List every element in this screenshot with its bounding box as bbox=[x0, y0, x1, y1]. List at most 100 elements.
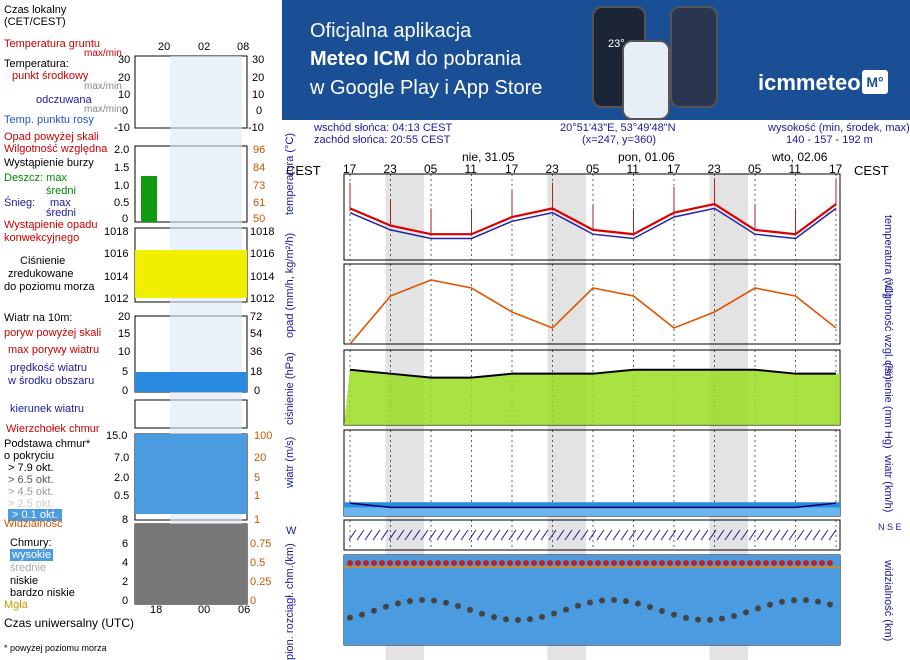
logo-text: icmmeteo bbox=[758, 70, 861, 95]
winddir-left: W bbox=[286, 525, 297, 537]
wind-arrow bbox=[772, 529, 781, 541]
legend-temp-rtick-3: 10 bbox=[252, 89, 265, 101]
cloud-base-dot bbox=[371, 607, 377, 614]
cloud-top-dot bbox=[707, 560, 713, 566]
feels-like-line bbox=[349, 207, 837, 240]
wind-arrow bbox=[692, 529, 701, 541]
legend-cloud-tick-1: 15.0 bbox=[106, 430, 128, 442]
cloud-base-dot bbox=[743, 609, 749, 616]
cloud-base-dot bbox=[455, 602, 461, 609]
legend-wind-rtick-4: 18 bbox=[250, 366, 263, 378]
legend-clouds: Chmury: bbox=[10, 537, 52, 549]
wind-arrow bbox=[676, 529, 685, 541]
cloud-top-dot bbox=[387, 560, 393, 566]
legend-cov-tick-4: 0 bbox=[122, 595, 129, 607]
cloud-base-dot bbox=[683, 614, 689, 621]
wind-arrow bbox=[420, 529, 429, 541]
day-label-2: pon, 01.06 bbox=[618, 150, 675, 164]
legend-cover: o pokryciu bbox=[4, 450, 55, 462]
wind-arrow bbox=[540, 529, 549, 541]
legend-precip-tick-5: 0 bbox=[122, 213, 129, 225]
phone-image-3 bbox=[670, 6, 718, 108]
hour-label: 11 bbox=[788, 162, 801, 176]
legend-fog: Mgła bbox=[4, 599, 28, 611]
legend-dew: Temp. punktu rosy bbox=[4, 114, 94, 126]
legend-pres-tick-4: 1012 bbox=[104, 293, 129, 305]
cloud-top-dot bbox=[499, 560, 505, 566]
cloud-top-dot bbox=[811, 560, 817, 566]
wind-arrow bbox=[644, 529, 653, 541]
legend-ground-temp: Temperatura gruntu bbox=[4, 38, 100, 50]
legend-low: niskie bbox=[10, 575, 39, 587]
cloud-top-dot bbox=[395, 560, 401, 566]
legend-frame-6 bbox=[134, 523, 248, 605]
legend-time-tick-1: 20 bbox=[158, 41, 171, 53]
legend-utc: Czas uniwersalny (UTC) bbox=[4, 616, 135, 630]
humidity-line bbox=[349, 279, 837, 345]
legend-cloud-top: Wierzchołek chmur bbox=[6, 423, 100, 435]
wind-arrow bbox=[436, 529, 445, 541]
cloud-base-dot bbox=[671, 611, 677, 618]
logo-badge: M° bbox=[862, 70, 888, 94]
legend-frame-4 bbox=[134, 399, 248, 429]
legend-temp-tick-4: 0 bbox=[122, 105, 129, 117]
cloud-base-dot bbox=[359, 611, 365, 618]
wind-arrow bbox=[732, 529, 741, 541]
sunrise: wschód słońca: 04:13 CEST bbox=[314, 122, 453, 134]
cloud-top-dot bbox=[723, 560, 729, 566]
cloud-base-dot bbox=[443, 599, 449, 606]
wind-line bbox=[349, 502, 837, 509]
cloud-base-dot bbox=[479, 610, 485, 617]
cloud-top-dot bbox=[355, 560, 361, 566]
wind-arrow bbox=[460, 529, 469, 541]
app-banner[interactable]: Oficjalna aplikacja Meteo ICM do pobrani… bbox=[282, 0, 910, 120]
cloud-top-dot bbox=[715, 560, 721, 566]
day-label-1: nie, 31.05 bbox=[462, 150, 515, 164]
legend-time-tick-2: 02 bbox=[198, 41, 211, 53]
legend-cloud-rtick-3: 5 bbox=[254, 472, 261, 484]
cloud-base-dot bbox=[611, 597, 617, 604]
legend-wind-tick-2: 15 bbox=[118, 328, 131, 340]
phone-image-2 bbox=[622, 40, 670, 120]
cloud-top-dot bbox=[475, 560, 481, 566]
legend-visibility: Widzialność bbox=[4, 518, 63, 530]
cloud-base-dot bbox=[827, 601, 833, 608]
cloud-base-dot bbox=[467, 606, 473, 613]
legend-wind-rtick-1: 72 bbox=[250, 311, 263, 323]
legend-pres-tick-2: 1016 bbox=[104, 248, 129, 260]
legend-pres-rtick-3: 1014 bbox=[250, 271, 275, 283]
legend-gust-above: poryw powyżej skali bbox=[4, 327, 102, 339]
legend-cov-rtick-1: 0.75 bbox=[250, 538, 272, 550]
legend-cov-rtick-3: 0.25 bbox=[250, 576, 272, 588]
wind-arrow bbox=[788, 529, 797, 541]
legend-precip-above: Opad powyżej skali bbox=[4, 131, 99, 143]
legend-rain-avg: średni bbox=[46, 185, 76, 197]
cloud-base-dot bbox=[659, 608, 665, 615]
wind-arrow bbox=[500, 529, 509, 541]
wind-arrow bbox=[444, 529, 453, 541]
cloud-top-dot bbox=[347, 560, 353, 566]
legend-cloud-base: Podstawa chmur* bbox=[4, 438, 91, 450]
legend-temp-rtick-1: 30 bbox=[252, 54, 265, 66]
legend-okt-2: > 6.5 okt. bbox=[8, 474, 54, 486]
cloud-base-dot bbox=[539, 613, 545, 620]
phone-temp: 23° bbox=[608, 38, 625, 50]
cloud-top-dot bbox=[555, 560, 561, 566]
hour-label: 05 bbox=[586, 162, 600, 176]
legend-pres-rtick-4: 1012 bbox=[250, 293, 275, 305]
legend-okt-4: > 2.5 okt. bbox=[8, 498, 54, 510]
wind-arrow bbox=[636, 529, 645, 541]
cloud-base-dot bbox=[695, 616, 701, 623]
cloud-top-dot bbox=[595, 560, 601, 566]
legend-gust-max: max porywy wiatru bbox=[8, 344, 100, 356]
cloud-top-dot bbox=[491, 560, 497, 566]
legend-rain-bar bbox=[141, 176, 157, 222]
wind-arrow bbox=[572, 529, 581, 541]
wind-arrow bbox=[804, 529, 813, 541]
meteogram-graphics bbox=[343, 173, 841, 660]
wind-arrow bbox=[452, 529, 461, 541]
legend-max-min: max/min bbox=[84, 81, 122, 92]
wind-arrow bbox=[700, 529, 709, 541]
cloud-top-dot bbox=[539, 560, 545, 566]
legend-frame-2 bbox=[134, 227, 248, 303]
